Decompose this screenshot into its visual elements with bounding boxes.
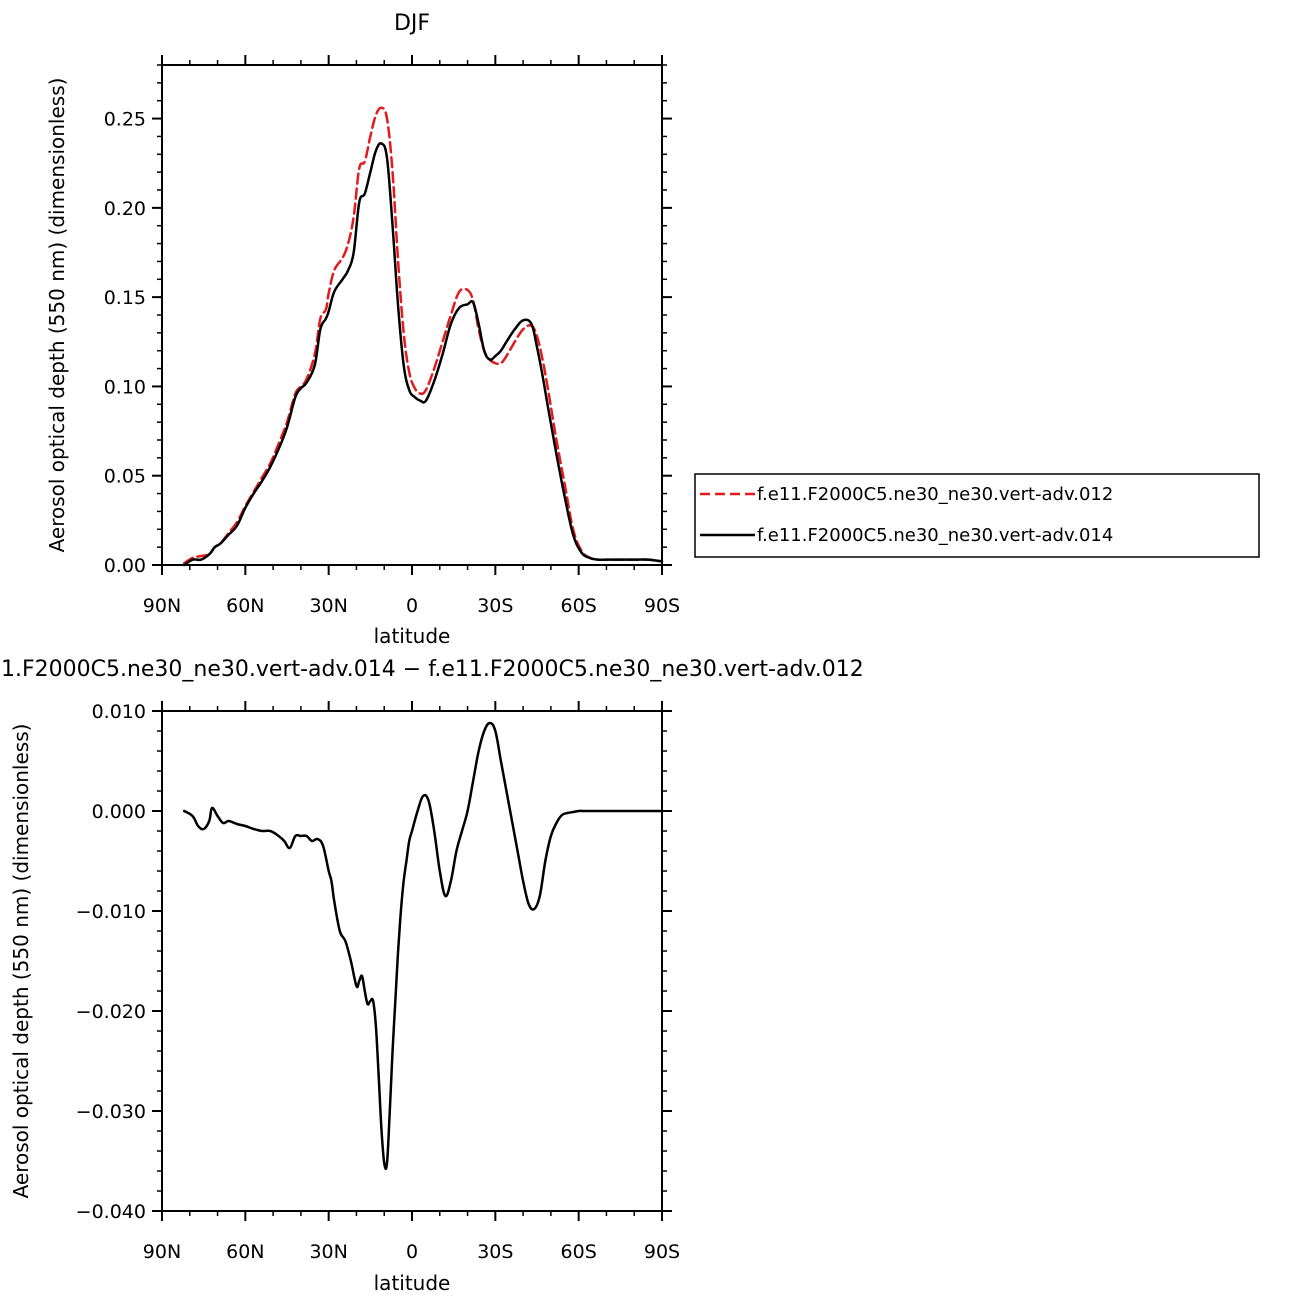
bottom-y-axis-label: Aerosol optical depth (550 nm) (dimensio… [9, 724, 33, 1199]
x-tick-label: 60S [561, 595, 597, 617]
legend: f.e11.F2000C5.ne30_ne30.vert-adv.012 f.e… [694, 473, 1260, 558]
y-tick-label: 0.000 [92, 801, 146, 823]
legend-entry-012: f.e11.F2000C5.ne30_ne30.vert-adv.012 [757, 484, 1113, 505]
top-ticks: 90N 60N 30N 0 30S 60S 90S 0.00 0.05 0.10 0.15 0.20 0… [104, 55, 680, 617]
x-tick-label: 30N [309, 595, 347, 617]
y-tick-label: 0.10 [104, 376, 146, 398]
y-tick-label: 0.010 [92, 701, 146, 723]
y-tick-label: −0.030 [76, 1101, 146, 1123]
y-tick-label: 0.15 [104, 287, 146, 309]
bottom-series-group [182, 721, 664, 1171]
x-tick-label: 60N [226, 595, 264, 617]
bottom-ticks: 90N 60N 30N 0 30S 60S 90S 0.010 0.000 −0.010 −0.02… [76, 701, 680, 1263]
y-tick-label: −0.020 [76, 1001, 146, 1023]
top-y-axis-label: Aerosol optical depth (550 nm) (dimensio… [45, 78, 69, 553]
series-line-014 [182, 142, 664, 567]
bottom-x-axis-label: latitude [374, 1271, 451, 1295]
x-tick-label: 60N [226, 1241, 264, 1263]
top-series-group [182, 106, 664, 567]
x-tick-label: 30S [477, 1241, 513, 1263]
x-tick-label: 90S [644, 595, 680, 617]
y-tick-label: 0.05 [104, 466, 146, 488]
x-tick-label: 30N [309, 1241, 347, 1263]
x-tick-label: 0 [406, 1241, 418, 1263]
x-tick-label: 0 [406, 595, 418, 617]
x-tick-label: 90S [644, 1241, 680, 1263]
y-tick-label: 0.20 [104, 198, 146, 220]
x-tick-label: 30S [477, 595, 513, 617]
x-tick-label: 90N [143, 595, 181, 617]
legend-box [694, 473, 1260, 558]
top-panel: DJF 90N 60N 30N 0 30S 60S 90S 0.00 0.05 0.10 0.15 0… [45, 11, 1260, 648]
series-line-difference [182, 721, 664, 1171]
bottom-panel: f.e11.F2000C5.ne30_ne30.vert-adv.014 − f… [0, 657, 864, 1295]
bottom-plot-frame [161, 710, 663, 1212]
x-tick-label: 90N [143, 1241, 181, 1263]
series-line-012 [182, 106, 664, 565]
legend-entry-014: f.e11.F2000C5.ne30_ne30.vert-adv.014 [757, 525, 1113, 546]
y-tick-label: 0.00 [104, 555, 146, 577]
y-tick-label: −0.040 [76, 1201, 146, 1223]
top-plot-frame [161, 64, 663, 566]
bottom-chart-title: f.e11.F2000C5.ne30_ne30.vert-adv.014 − f… [0, 657, 864, 682]
x-tick-label: 60S [561, 1241, 597, 1263]
y-tick-label: −0.010 [76, 901, 146, 923]
top-x-axis-label: latitude [374, 624, 451, 648]
y-tick-label: 0.25 [104, 109, 146, 131]
top-chart-title: DJF [394, 11, 430, 36]
